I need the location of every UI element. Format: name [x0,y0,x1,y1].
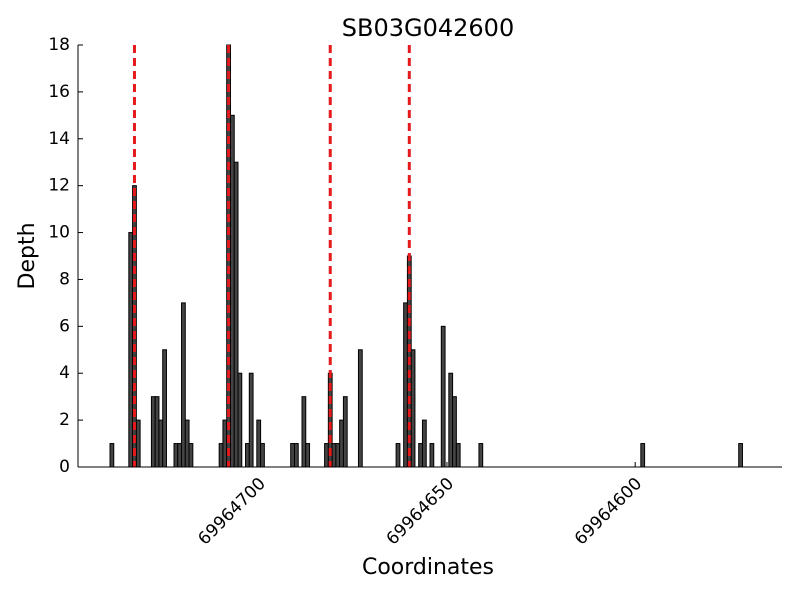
bar [421,419,427,468]
y-tick-label: 2 [59,410,70,430]
bar [395,443,401,468]
x-tick-label: 69964700 [194,474,269,549]
bar [245,443,250,468]
bar [229,114,235,468]
bar [248,372,254,468]
bar [237,372,243,468]
bar [162,349,167,468]
y-tick-label: 0 [59,457,70,477]
bar [305,443,311,468]
y-tick-label: 14 [48,129,70,149]
y-tick-label: 12 [48,176,70,196]
bar [256,419,262,468]
bar [222,419,228,468]
y-tick-label: 6 [59,316,70,336]
bar [324,443,329,468]
bar [342,396,348,468]
bar [455,443,461,468]
y-tick-label: 8 [59,269,70,289]
bar [335,443,341,468]
x-tick-label: 69964600 [571,474,646,549]
bar [290,443,295,468]
bar [418,443,423,468]
bar [640,443,646,468]
bar [260,443,265,468]
bar [331,443,337,468]
y-axis-label: Depth [15,222,40,289]
bar [357,349,363,468]
chart-title: SB03G042600 [342,14,514,42]
bar [301,396,307,468]
bar [440,325,446,468]
bar [177,443,183,468]
y-tick-label: 4 [59,363,70,383]
bar [128,232,134,468]
bar [150,396,156,468]
bar [233,161,239,468]
bar [448,372,454,468]
bar [410,349,416,468]
bar [339,419,344,468]
x-tick-label: 69964650 [383,474,458,549]
bar [403,302,408,468]
bar [429,443,435,468]
bar [173,443,179,468]
x-axis-label: Coordinates [362,555,494,580]
bar [188,443,194,468]
bar [135,419,141,468]
bar [452,396,457,468]
bar [293,443,299,468]
bar [154,396,160,468]
y-tick-label: 18 [48,35,70,55]
bar [181,302,186,468]
y-tick-label: 10 [48,223,70,243]
bar [109,443,115,468]
bar [478,443,484,468]
bar [738,443,743,468]
bar [184,419,190,468]
bar [218,443,224,468]
y-tick-label: 16 [48,82,70,102]
bar [158,419,164,468]
